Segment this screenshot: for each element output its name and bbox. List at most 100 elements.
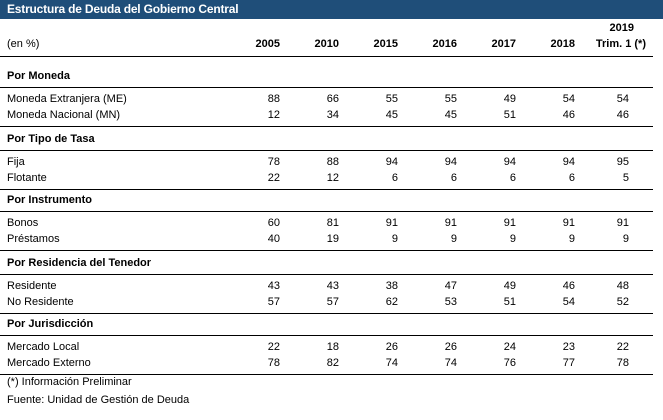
table-cell: 43 xyxy=(326,280,339,292)
table-cell: 62 xyxy=(385,296,398,308)
table-cell: 66 xyxy=(326,93,339,105)
table-cell: 94 xyxy=(444,156,457,168)
section-heading: Por Moneda xyxy=(7,70,70,82)
header-rule xyxy=(0,56,653,57)
row-label: No Residente xyxy=(7,296,74,308)
table-cell: 51 xyxy=(503,109,516,121)
table-cell: 94 xyxy=(562,156,575,168)
section-end-rule xyxy=(0,189,653,190)
section-end-rule xyxy=(0,250,653,251)
table-cell: 38 xyxy=(385,280,398,292)
table-cell: 22 xyxy=(267,172,280,184)
row-label: Residente xyxy=(7,280,57,292)
table-cell: 34 xyxy=(326,109,339,121)
table-title: Estructura de Deuda del Gobierno Central xyxy=(7,2,239,16)
header-year-1: 2010 xyxy=(314,38,339,50)
table-cell: 77 xyxy=(562,357,575,369)
table-cell: 12 xyxy=(267,109,280,121)
section-end-rule xyxy=(0,374,653,375)
header-year-2: 2015 xyxy=(373,38,398,50)
header-year-3: 2016 xyxy=(432,38,457,50)
table-cell: 78 xyxy=(267,357,280,369)
table-cell: 9 xyxy=(450,233,457,245)
table-cell: 52 xyxy=(616,296,629,308)
table-cell: 55 xyxy=(385,93,398,105)
table-cell: 54 xyxy=(562,296,575,308)
table-cell: 82 xyxy=(326,357,339,369)
table-cell: 76 xyxy=(503,357,516,369)
table-cell: 54 xyxy=(562,93,575,105)
table-cell: 60 xyxy=(267,217,280,229)
table-cell: 45 xyxy=(385,109,398,121)
table-cell: 53 xyxy=(444,296,457,308)
table-cell: 22 xyxy=(267,341,280,353)
header-year-5: 2018 xyxy=(550,38,575,50)
table-cell: 9 xyxy=(509,233,516,245)
table-cell: 49 xyxy=(503,93,516,105)
table-title-bar: Estructura de Deuda del Gobierno Central xyxy=(0,0,663,19)
table-cell: 55 xyxy=(444,93,457,105)
table-cell: 46 xyxy=(562,280,575,292)
section-end-rule xyxy=(0,126,653,127)
table-cell: 24 xyxy=(503,341,516,353)
table-cell: 6 xyxy=(568,172,575,184)
section-heading: Por Instrumento xyxy=(7,194,92,206)
section-heading: Por Residencia del Tenedor xyxy=(7,257,152,269)
table-cell: 19 xyxy=(326,233,339,245)
note-source: Fuente: Unidad de Gestión de Deuda xyxy=(7,394,190,406)
table-cell: 6 xyxy=(391,172,398,184)
table-cell: 46 xyxy=(616,109,629,121)
table-cell: 22 xyxy=(616,341,629,353)
table-cell: 91 xyxy=(444,217,457,229)
note-preliminary: (*) Información Preliminar xyxy=(7,376,132,388)
table-cell: 12 xyxy=(326,172,339,184)
table-cell: 94 xyxy=(503,156,516,168)
row-label: Bonos xyxy=(7,217,39,229)
header-year-0: 2005 xyxy=(255,38,280,50)
table-cell: 49 xyxy=(503,280,516,292)
table-cell: 48 xyxy=(616,280,629,292)
header-2019-year: 2019 xyxy=(609,22,634,34)
table-cell: 6 xyxy=(509,172,516,184)
table-cell: 9 xyxy=(391,233,398,245)
unit-label: (en %) xyxy=(7,38,40,50)
section-heading: Por Tipo de Tasa xyxy=(7,133,95,145)
table-cell: 81 xyxy=(326,217,339,229)
row-label: Moneda Extranjera (ME) xyxy=(7,93,127,105)
section-rule xyxy=(0,150,653,151)
table-cell: 57 xyxy=(326,296,339,308)
table-cell: 57 xyxy=(267,296,280,308)
section-rule xyxy=(0,211,653,212)
table-cell: 9 xyxy=(568,233,575,245)
row-label: Préstamos xyxy=(7,233,60,245)
table-cell: 91 xyxy=(385,217,398,229)
section-rule xyxy=(0,335,653,336)
table-cell: 88 xyxy=(326,156,339,168)
table-cell: 5 xyxy=(622,172,629,184)
table-cell: 47 xyxy=(444,280,457,292)
header-year-4: 2017 xyxy=(491,38,516,50)
section-heading: Por Jurisdicción xyxy=(7,318,94,330)
section-rule xyxy=(0,87,653,88)
table-cell: 95 xyxy=(616,156,629,168)
table-cell: 78 xyxy=(616,357,629,369)
row-label: Fija xyxy=(7,156,25,168)
row-label: Mercado Local xyxy=(7,341,80,353)
table-cell: 18 xyxy=(326,341,339,353)
table-cell: 23 xyxy=(562,341,575,353)
table-cell: 43 xyxy=(267,280,280,292)
table-cell: 94 xyxy=(385,156,398,168)
table-cell: 91 xyxy=(503,217,516,229)
section-rule xyxy=(0,274,653,275)
table-cell: 40 xyxy=(267,233,280,245)
table-cell: 9 xyxy=(622,233,629,245)
header-2019-sub: Trim. 1 (*) xyxy=(595,38,646,50)
row-label: Moneda Nacional (MN) xyxy=(7,109,121,121)
table-cell: 6 xyxy=(450,172,457,184)
table-cell: 26 xyxy=(444,341,457,353)
table-cell: 91 xyxy=(562,217,575,229)
table-cell: 78 xyxy=(267,156,280,168)
table-cell: 74 xyxy=(444,357,457,369)
table-cell: 26 xyxy=(385,341,398,353)
table-cell: 74 xyxy=(385,357,398,369)
